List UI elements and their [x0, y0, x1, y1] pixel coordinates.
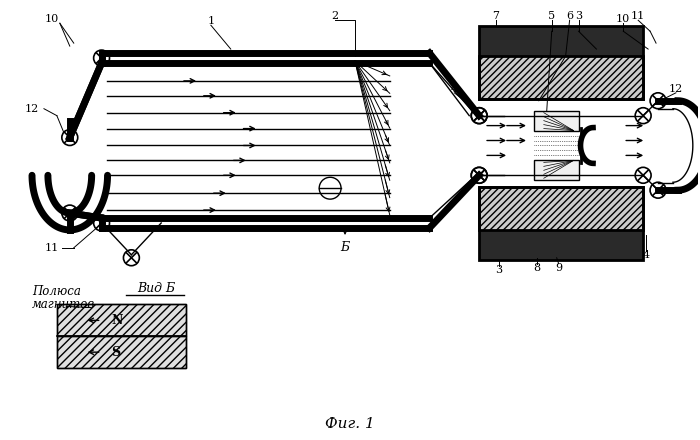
Text: 7: 7 [493, 11, 500, 21]
Bar [480, 56, 643, 99]
Text: 3: 3 [496, 265, 503, 275]
Text: Фиг. 1: Фиг. 1 [325, 417, 375, 431]
Text: N: N [111, 314, 123, 327]
Bar [480, 26, 643, 99]
Text: 12: 12 [668, 84, 683, 94]
Text: 2: 2 [332, 11, 339, 21]
Text: 10: 10 [616, 14, 631, 24]
Text: 1: 1 [207, 16, 214, 26]
Text: 4: 4 [643, 250, 650, 260]
Text: 11: 11 [631, 11, 645, 21]
Text: Полюса: Полюса [32, 285, 81, 298]
Text: 6: 6 [566, 11, 573, 21]
Bar [57, 336, 186, 368]
Text: 11: 11 [45, 243, 59, 253]
Bar [534, 160, 578, 180]
Text: магнитов: магнитов [32, 298, 95, 311]
Text: 4: 4 [451, 84, 458, 94]
Text: S: S [111, 346, 120, 359]
Text: 12: 12 [25, 104, 39, 114]
Bar [534, 111, 578, 131]
Text: 9: 9 [555, 263, 562, 273]
Bar [57, 304, 186, 336]
Bar [480, 187, 643, 230]
Text: Б: Б [340, 241, 349, 254]
Text: 5: 5 [548, 11, 555, 21]
Bar [480, 187, 643, 260]
Bar [480, 230, 643, 260]
Bar [57, 304, 186, 336]
Bar [57, 336, 186, 368]
Text: 3: 3 [575, 11, 582, 21]
Text: 8: 8 [533, 263, 540, 273]
Text: Вид Б: Вид Б [137, 282, 175, 295]
Bar [480, 26, 643, 56]
Text: 10: 10 [45, 14, 59, 24]
